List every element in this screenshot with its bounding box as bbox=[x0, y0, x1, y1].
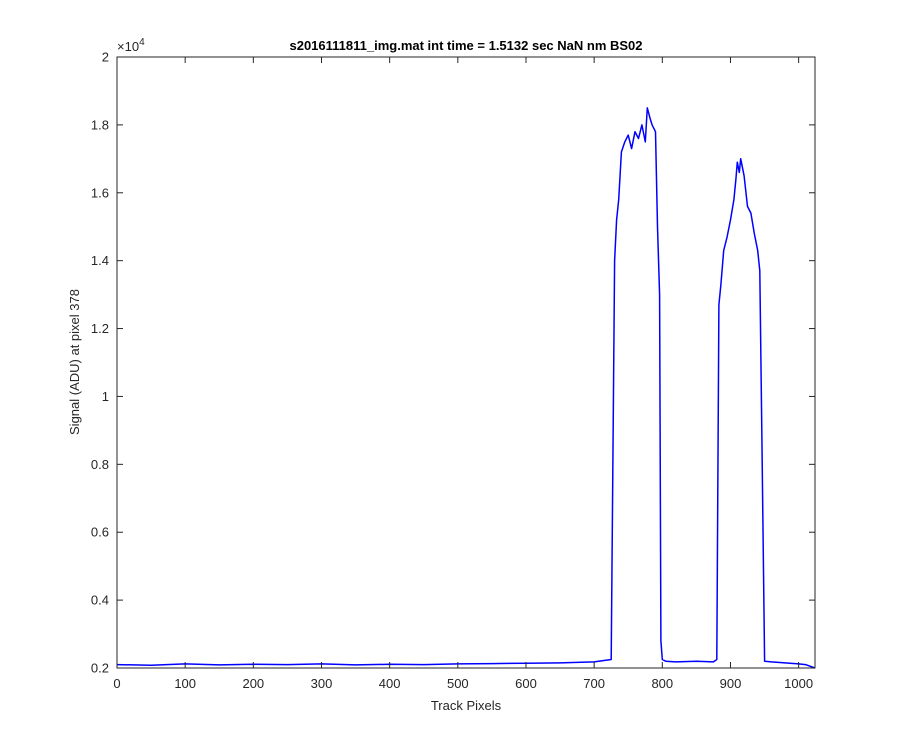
x-tick-label: 300 bbox=[311, 676, 333, 691]
y-tick-label: 1.2 bbox=[91, 321, 109, 336]
y-exponent-label: ×104 bbox=[117, 37, 145, 54]
x-tick-label: 800 bbox=[651, 676, 673, 691]
y-tick-label: 0.8 bbox=[91, 457, 109, 472]
x-tick-label: 100 bbox=[174, 676, 196, 691]
y-axis: 0.2 0.4 0.6 0.8 1 1.2 1.4 1.6 1.8 2 bbox=[91, 50, 815, 676]
x-tick-label: 0 bbox=[113, 676, 120, 691]
chart-title: s2016111811_img.mat int time = 1.5132 se… bbox=[289, 38, 642, 53]
y-tick-label: 1.4 bbox=[91, 253, 109, 268]
y-axis-label: Signal (ADU) at pixel 378 bbox=[67, 289, 82, 435]
y-tick-label: 0.2 bbox=[91, 661, 109, 676]
y-exponent-power: 4 bbox=[139, 37, 145, 48]
y-tick-label: 1 bbox=[102, 389, 109, 404]
series-line bbox=[116, 107, 816, 669]
x-tick-label: 600 bbox=[515, 676, 537, 691]
x-tick-label: 700 bbox=[583, 676, 605, 691]
x-axis-label: Track Pixels bbox=[431, 698, 502, 713]
plot-area bbox=[117, 57, 815, 668]
y-tick-label: 1.8 bbox=[91, 117, 109, 132]
series-layer bbox=[116, 107, 816, 669]
axes-box bbox=[116, 56, 816, 669]
y-tick-label: 2 bbox=[102, 50, 109, 65]
x-tick-label: 1000 bbox=[784, 676, 813, 691]
x-tick-label: 200 bbox=[242, 676, 264, 691]
y-tick-label: 0.4 bbox=[91, 593, 109, 608]
x-axis: 0 100 200 300 400 500 600 700 800 900 1000 bbox=[113, 57, 813, 691]
x-tick-label: 500 bbox=[447, 676, 469, 691]
y-tick-label: 1.6 bbox=[91, 185, 109, 200]
x-tick-label: 400 bbox=[379, 676, 401, 691]
x-tick-label: 900 bbox=[720, 676, 742, 691]
y-tick-label: 0.6 bbox=[91, 525, 109, 540]
